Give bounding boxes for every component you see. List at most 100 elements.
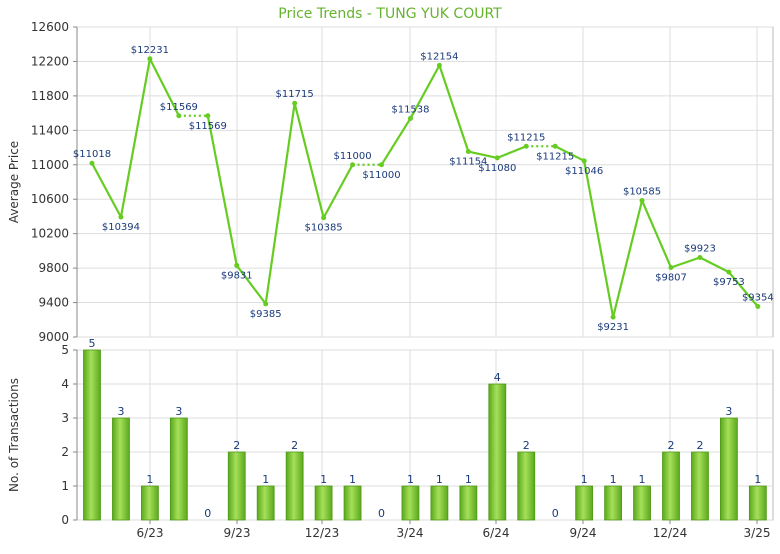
x-tick-label: 3/25 bbox=[744, 526, 771, 540]
price-data-label: $11569 bbox=[189, 121, 227, 132]
price-ytick-label: 9400 bbox=[38, 296, 69, 310]
transactions-data-label: 3 bbox=[725, 405, 732, 418]
price-data-label: $9385 bbox=[250, 309, 282, 320]
price-ytick-label: 11800 bbox=[31, 89, 69, 103]
price-data-label: $11215 bbox=[507, 132, 545, 143]
transactions-bar bbox=[112, 417, 130, 521]
price-point bbox=[350, 162, 356, 168]
price-data-label: $11046 bbox=[565, 166, 603, 177]
price-point bbox=[118, 214, 124, 220]
price-point bbox=[610, 314, 616, 320]
transactions-bar bbox=[140, 485, 159, 521]
transactions-data-label: 2 bbox=[523, 439, 530, 452]
price-line-segment bbox=[409, 64, 441, 119]
price-line-segment bbox=[322, 164, 354, 219]
transactions-data-label: 1 bbox=[581, 473, 588, 486]
transactions-bar bbox=[256, 485, 275, 521]
price-point bbox=[263, 301, 269, 307]
price-line-segment bbox=[583, 160, 615, 318]
transactions-frame bbox=[76, 349, 774, 521]
price-data-label: $11000 bbox=[333, 151, 371, 162]
transactions-data-label: 0 bbox=[204, 507, 211, 520]
transactions-bar bbox=[430, 485, 449, 521]
price-point bbox=[523, 143, 529, 149]
price-data-label: $11154 bbox=[449, 157, 487, 168]
price-data-label: $11018 bbox=[73, 149, 111, 160]
price-point bbox=[89, 160, 95, 166]
price-line-segment bbox=[206, 115, 238, 266]
price-data-label: $9231 bbox=[597, 322, 629, 333]
price-line-segment bbox=[496, 145, 527, 159]
transactions-data-label: 0 bbox=[378, 507, 385, 520]
price-line-segment bbox=[699, 256, 730, 274]
transactions-data-label: 1 bbox=[349, 473, 356, 486]
price-data-label: $9354 bbox=[742, 293, 774, 304]
transactions-bar bbox=[575, 485, 594, 521]
transactions-ytick-label: 4 bbox=[61, 377, 69, 391]
x-tick-label: 12/23 bbox=[305, 526, 340, 540]
price-line-segment bbox=[468, 150, 498, 159]
price-point bbox=[321, 215, 327, 221]
transactions-bar bbox=[720, 417, 738, 521]
transactions-bar bbox=[633, 485, 651, 521]
transactions-bar bbox=[662, 451, 680, 521]
price-data-label: $11080 bbox=[478, 163, 516, 174]
price-data-label: $11569 bbox=[160, 102, 198, 113]
price-point bbox=[147, 56, 153, 62]
price-ytick-label: 12200 bbox=[31, 54, 69, 68]
x-tick-label: 6/23 bbox=[137, 526, 164, 540]
transactions-bar bbox=[169, 417, 188, 521]
price-data-label: $9753 bbox=[713, 277, 745, 288]
price-line-segment bbox=[641, 200, 673, 268]
transactions-bar bbox=[401, 485, 420, 521]
transactions-bar bbox=[343, 485, 362, 521]
price-point bbox=[639, 198, 645, 204]
transactions-bar bbox=[227, 451, 246, 521]
price-line-segment bbox=[554, 145, 585, 162]
price-line-segment bbox=[235, 264, 267, 305]
price-line-segment bbox=[148, 58, 180, 117]
price-data-label: $11215 bbox=[536, 151, 574, 162]
transactions-data-label: 1 bbox=[146, 473, 153, 486]
price-data-label: $10394 bbox=[102, 222, 140, 233]
transactions-bar bbox=[314, 485, 333, 521]
price-point bbox=[552, 143, 558, 149]
transactions-data-label: 1 bbox=[754, 473, 761, 486]
price-ytick-label: 11400 bbox=[31, 123, 69, 137]
price-data-label: $12154 bbox=[420, 51, 458, 62]
price-point bbox=[581, 158, 587, 164]
price-point bbox=[436, 62, 442, 68]
price-line-segment bbox=[91, 162, 122, 218]
x-tick-label: 3/24 bbox=[397, 526, 424, 540]
price-line-segment bbox=[670, 256, 701, 269]
chart-title: Price Trends - TUNG YUK COURT bbox=[278, 6, 502, 22]
price-data-label: $11715 bbox=[276, 89, 314, 100]
price-y-axis-label: Average Price bbox=[7, 141, 21, 223]
price-data-label: $11000 bbox=[362, 170, 400, 181]
x-tick-label: 9/23 bbox=[224, 526, 251, 540]
price-frame bbox=[76, 26, 774, 338]
transactions-bar bbox=[488, 383, 507, 521]
price-data-label: $10585 bbox=[623, 187, 661, 198]
transactions-ytick-label: 5 bbox=[61, 343, 69, 357]
price-data-label: $9831 bbox=[221, 270, 253, 281]
price-line-segment bbox=[264, 103, 296, 305]
price-point bbox=[494, 155, 500, 161]
price-point bbox=[176, 113, 182, 119]
transactions-ytick-label: 1 bbox=[61, 479, 69, 493]
price-line-segment bbox=[728, 271, 759, 308]
x-tick-label: 6/24 bbox=[483, 526, 510, 540]
price-line-segment bbox=[293, 102, 325, 219]
transactions-ytick-label: 2 bbox=[61, 445, 69, 459]
transactions-bar bbox=[83, 349, 101, 521]
price-ytick-label: 9800 bbox=[38, 261, 69, 275]
price-point bbox=[234, 262, 240, 268]
price-ytick-label: 9000 bbox=[38, 330, 69, 344]
price-point bbox=[755, 304, 761, 310]
transactions-ytick-label: 3 bbox=[61, 411, 69, 425]
x-tick-label: 12/24 bbox=[653, 526, 688, 540]
price-point bbox=[379, 162, 384, 168]
transactions-bar bbox=[748, 485, 767, 521]
